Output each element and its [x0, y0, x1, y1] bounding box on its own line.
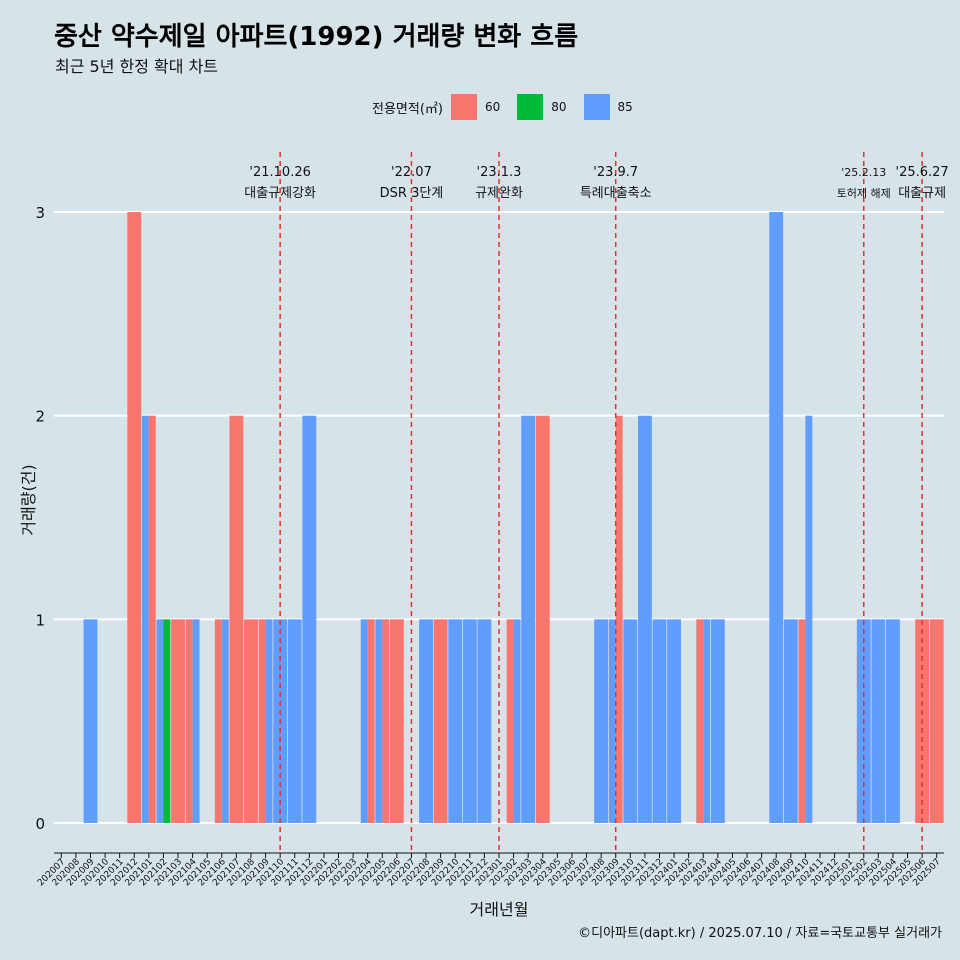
bar-202404-85 [710, 619, 725, 823]
event-date-label: '23.9.7 [593, 165, 638, 180]
bar-202104-60 [185, 619, 193, 823]
event-date-label: '25.2.13 [841, 166, 886, 179]
event-date-label: '22.07 [391, 165, 432, 180]
bar-202410-60 [798, 619, 806, 823]
event-name-label: 대출규제강화 [244, 186, 316, 201]
bar-202302-85 [513, 619, 521, 823]
bar-202312-85 [652, 619, 667, 823]
bar-202507-60 [929, 619, 944, 823]
bar-202112-85 [302, 415, 317, 823]
y-tick-label: 2 [35, 408, 45, 426]
bar-202409-85 [783, 619, 798, 823]
event-name-label: 규제완화 [475, 186, 523, 201]
event-name-label: 토허제 해제 [837, 186, 891, 200]
bar-202212-85 [477, 619, 492, 823]
y-tick-label: 3 [35, 204, 45, 222]
bar-202309-60 [615, 415, 623, 823]
legend-key-80 [517, 94, 544, 120]
event-date-label: '25.6.27 [896, 165, 949, 180]
bar-202403-85 [703, 619, 711, 823]
bar-202308-85 [594, 619, 609, 823]
bar-202302-60 [506, 619, 514, 823]
bar-202408-85 [769, 212, 784, 823]
bar-202310-85 [623, 619, 638, 823]
y-axis-title: 거래량(건) [19, 464, 38, 535]
bar-202204-85 [360, 619, 368, 823]
bar-202012-60 [127, 212, 142, 823]
bar-202108-60 [244, 619, 258, 823]
bar-202102-85 [156, 619, 164, 823]
bar-202401-85 [667, 619, 682, 823]
bar-202009-85 [83, 619, 98, 823]
bar-202403-60 [696, 619, 704, 823]
bar-202410-85 [805, 415, 813, 823]
bar-202208-85 [419, 619, 433, 823]
bar-202204-60 [367, 619, 375, 823]
bar-202205-85 [375, 619, 383, 823]
bar-202107-60 [229, 415, 244, 823]
bar-202210-85 [448, 619, 463, 823]
source-caption: ©디아파트(dapt.kr) / 2025.07.10 / 자료=국토교통부 실… [578, 926, 942, 941]
legend-title: 전용면적(㎡) [372, 101, 443, 117]
bar-202109-85 [265, 619, 273, 823]
bar-202102-80 [163, 619, 171, 823]
bar-202106-85 [221, 619, 229, 823]
bar-202209-60 [433, 619, 448, 823]
bar-202304-60 [535, 415, 550, 823]
bar-202206-60 [389, 619, 404, 823]
bar-202101-85 [141, 415, 149, 823]
bar-202205-60 [382, 619, 390, 823]
legend-key-60 [450, 94, 477, 120]
bar-202311-85 [637, 415, 652, 823]
bar-202309-85 [608, 619, 616, 823]
bar-202111-85 [287, 619, 302, 823]
event-name-label: 특례대출축소 [580, 186, 652, 201]
event-date-label: '23.1.3 [477, 165, 522, 180]
x-axis-title: 거래년월 [470, 900, 529, 919]
event-date-label: '21.10.26 [249, 165, 310, 180]
bar-202504-85 [886, 619, 900, 823]
bar-202503-85 [871, 619, 886, 823]
legend-key-85 [583, 94, 610, 120]
legend-label-60: 60 [484, 100, 501, 114]
bar-202106-60 [214, 619, 222, 823]
bar-202101-60 [148, 415, 156, 823]
y-tick-label: 1 [35, 611, 45, 629]
legend: 전용면적(㎡) 60 80 85 [372, 93, 650, 121]
bar-202104-85 [192, 619, 200, 823]
bar-202103-60 [171, 619, 185, 823]
chart-title: 중산 약수제일 아파트(1992) 거래량 변화 흐름 [54, 22, 579, 52]
legend-label-80: 80 [551, 100, 567, 114]
event-name-label: 대출규제 [898, 186, 946, 201]
y-tick-label: 0 [35, 815, 45, 833]
bar-202211-85 [462, 619, 477, 823]
chart-subtitle: 최근 5년 한정 확대 차트 [55, 57, 219, 76]
event-name-label: DSR 3단계 [380, 186, 444, 201]
bar-202303-85 [521, 415, 536, 823]
bar-202109-60 [258, 619, 266, 823]
legend-label-85: 85 [617, 100, 633, 114]
